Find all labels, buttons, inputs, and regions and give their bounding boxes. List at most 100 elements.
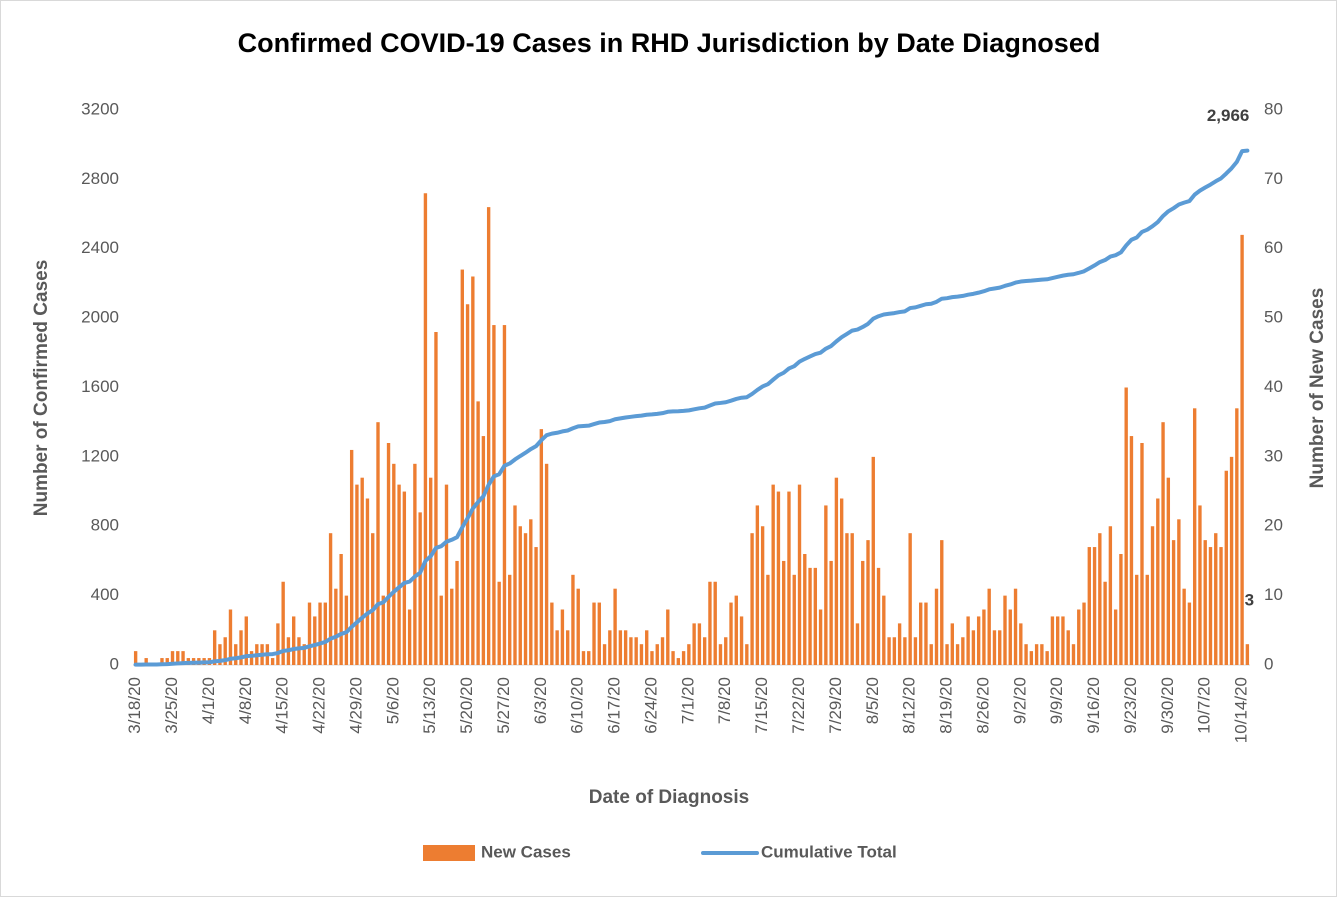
x-tick-label: 10/14/20 xyxy=(1232,677,1251,743)
bar xyxy=(724,637,728,665)
bar xyxy=(808,567,812,665)
y-tick-label: 1600 xyxy=(81,377,119,396)
bar xyxy=(328,533,333,665)
bar xyxy=(745,644,749,665)
bar xyxy=(223,637,227,665)
bar xyxy=(992,630,997,665)
x-tick-label: 4/29/20 xyxy=(346,677,365,734)
bar xyxy=(508,574,512,665)
bar xyxy=(971,630,976,665)
y2-tick-label: 10 xyxy=(1264,585,1283,604)
bar xyxy=(418,512,422,665)
bar xyxy=(1145,574,1149,665)
bar xyxy=(697,623,702,665)
bar xyxy=(1103,581,1107,665)
bar xyxy=(455,560,459,665)
y-tick-label: 400 xyxy=(91,585,119,604)
bar xyxy=(739,616,744,665)
x-tick-label: 8/12/20 xyxy=(900,677,919,734)
bar xyxy=(571,574,575,665)
bar xyxy=(1245,644,1250,665)
bar xyxy=(897,623,902,665)
bar xyxy=(429,477,433,665)
bar xyxy=(934,588,939,665)
bar xyxy=(1003,595,1007,665)
bar xyxy=(334,588,338,665)
bar xyxy=(1008,609,1012,665)
bar xyxy=(550,602,554,665)
bar xyxy=(955,644,960,665)
bar xyxy=(555,630,559,665)
legend-label: Cumulative Total xyxy=(761,842,897,861)
bar xyxy=(618,630,623,665)
bar xyxy=(218,644,222,665)
bar xyxy=(650,651,654,665)
bar xyxy=(365,498,370,665)
bar xyxy=(371,533,375,665)
data-label: 2,966 xyxy=(1207,106,1250,125)
data-label: 3 xyxy=(1245,591,1254,610)
bar xyxy=(666,609,670,665)
bar xyxy=(565,630,570,665)
bar xyxy=(450,588,454,665)
x-tick-label: 9/2/20 xyxy=(1010,677,1029,724)
bar xyxy=(829,560,833,665)
bar xyxy=(1150,526,1155,665)
bar xyxy=(1235,408,1239,665)
bar xyxy=(966,616,970,665)
bar xyxy=(1224,470,1228,665)
bar xyxy=(423,193,428,665)
bar xyxy=(639,644,644,665)
bar xyxy=(871,456,875,665)
bar xyxy=(824,505,828,665)
bar xyxy=(270,658,275,665)
bar xyxy=(1098,533,1102,665)
line xyxy=(133,148,1250,667)
x-tick-label: 6/10/20 xyxy=(568,677,587,734)
bar xyxy=(876,567,881,665)
bar xyxy=(671,651,675,665)
x-tick-label: 7/15/20 xyxy=(752,677,771,734)
bar xyxy=(576,588,580,665)
bar xyxy=(608,630,612,665)
x-tick-label: 9/9/20 xyxy=(1047,677,1066,724)
bar xyxy=(792,574,796,665)
bar xyxy=(1135,574,1139,665)
y2-tick-label: 70 xyxy=(1264,169,1283,188)
bar xyxy=(212,630,217,665)
bar xyxy=(1108,526,1113,665)
bar xyxy=(597,602,601,665)
bar xyxy=(845,533,849,665)
bar xyxy=(244,616,248,665)
x-tick-label: 6/3/20 xyxy=(531,677,550,724)
bar xyxy=(1082,602,1086,665)
bar xyxy=(803,554,807,665)
x-axis-title: Date of Diagnosis xyxy=(589,787,749,808)
bar xyxy=(360,477,364,665)
y-axis-title: Number of Confirmed Cases xyxy=(31,260,52,517)
bar xyxy=(750,533,754,665)
bar xyxy=(866,540,870,665)
bar xyxy=(1113,609,1118,665)
bar xyxy=(1077,609,1081,665)
bar xyxy=(523,533,528,665)
x-tick-label: 9/30/20 xyxy=(1158,677,1177,734)
legend-swatch xyxy=(423,845,475,861)
bar xyxy=(1024,644,1028,665)
bar xyxy=(940,540,944,665)
bar xyxy=(718,644,723,665)
bar xyxy=(1066,630,1070,665)
bar xyxy=(1208,547,1213,665)
bar xyxy=(692,623,696,665)
bar xyxy=(176,651,180,665)
bar xyxy=(729,602,733,665)
bar xyxy=(787,491,791,665)
bar xyxy=(892,637,897,665)
bar xyxy=(908,533,912,665)
bar xyxy=(813,567,818,665)
x-tick-label: 8/19/20 xyxy=(937,677,956,734)
x-tick-label: 10/7/20 xyxy=(1195,677,1214,734)
bar xyxy=(381,595,385,665)
bar xyxy=(1056,616,1060,665)
